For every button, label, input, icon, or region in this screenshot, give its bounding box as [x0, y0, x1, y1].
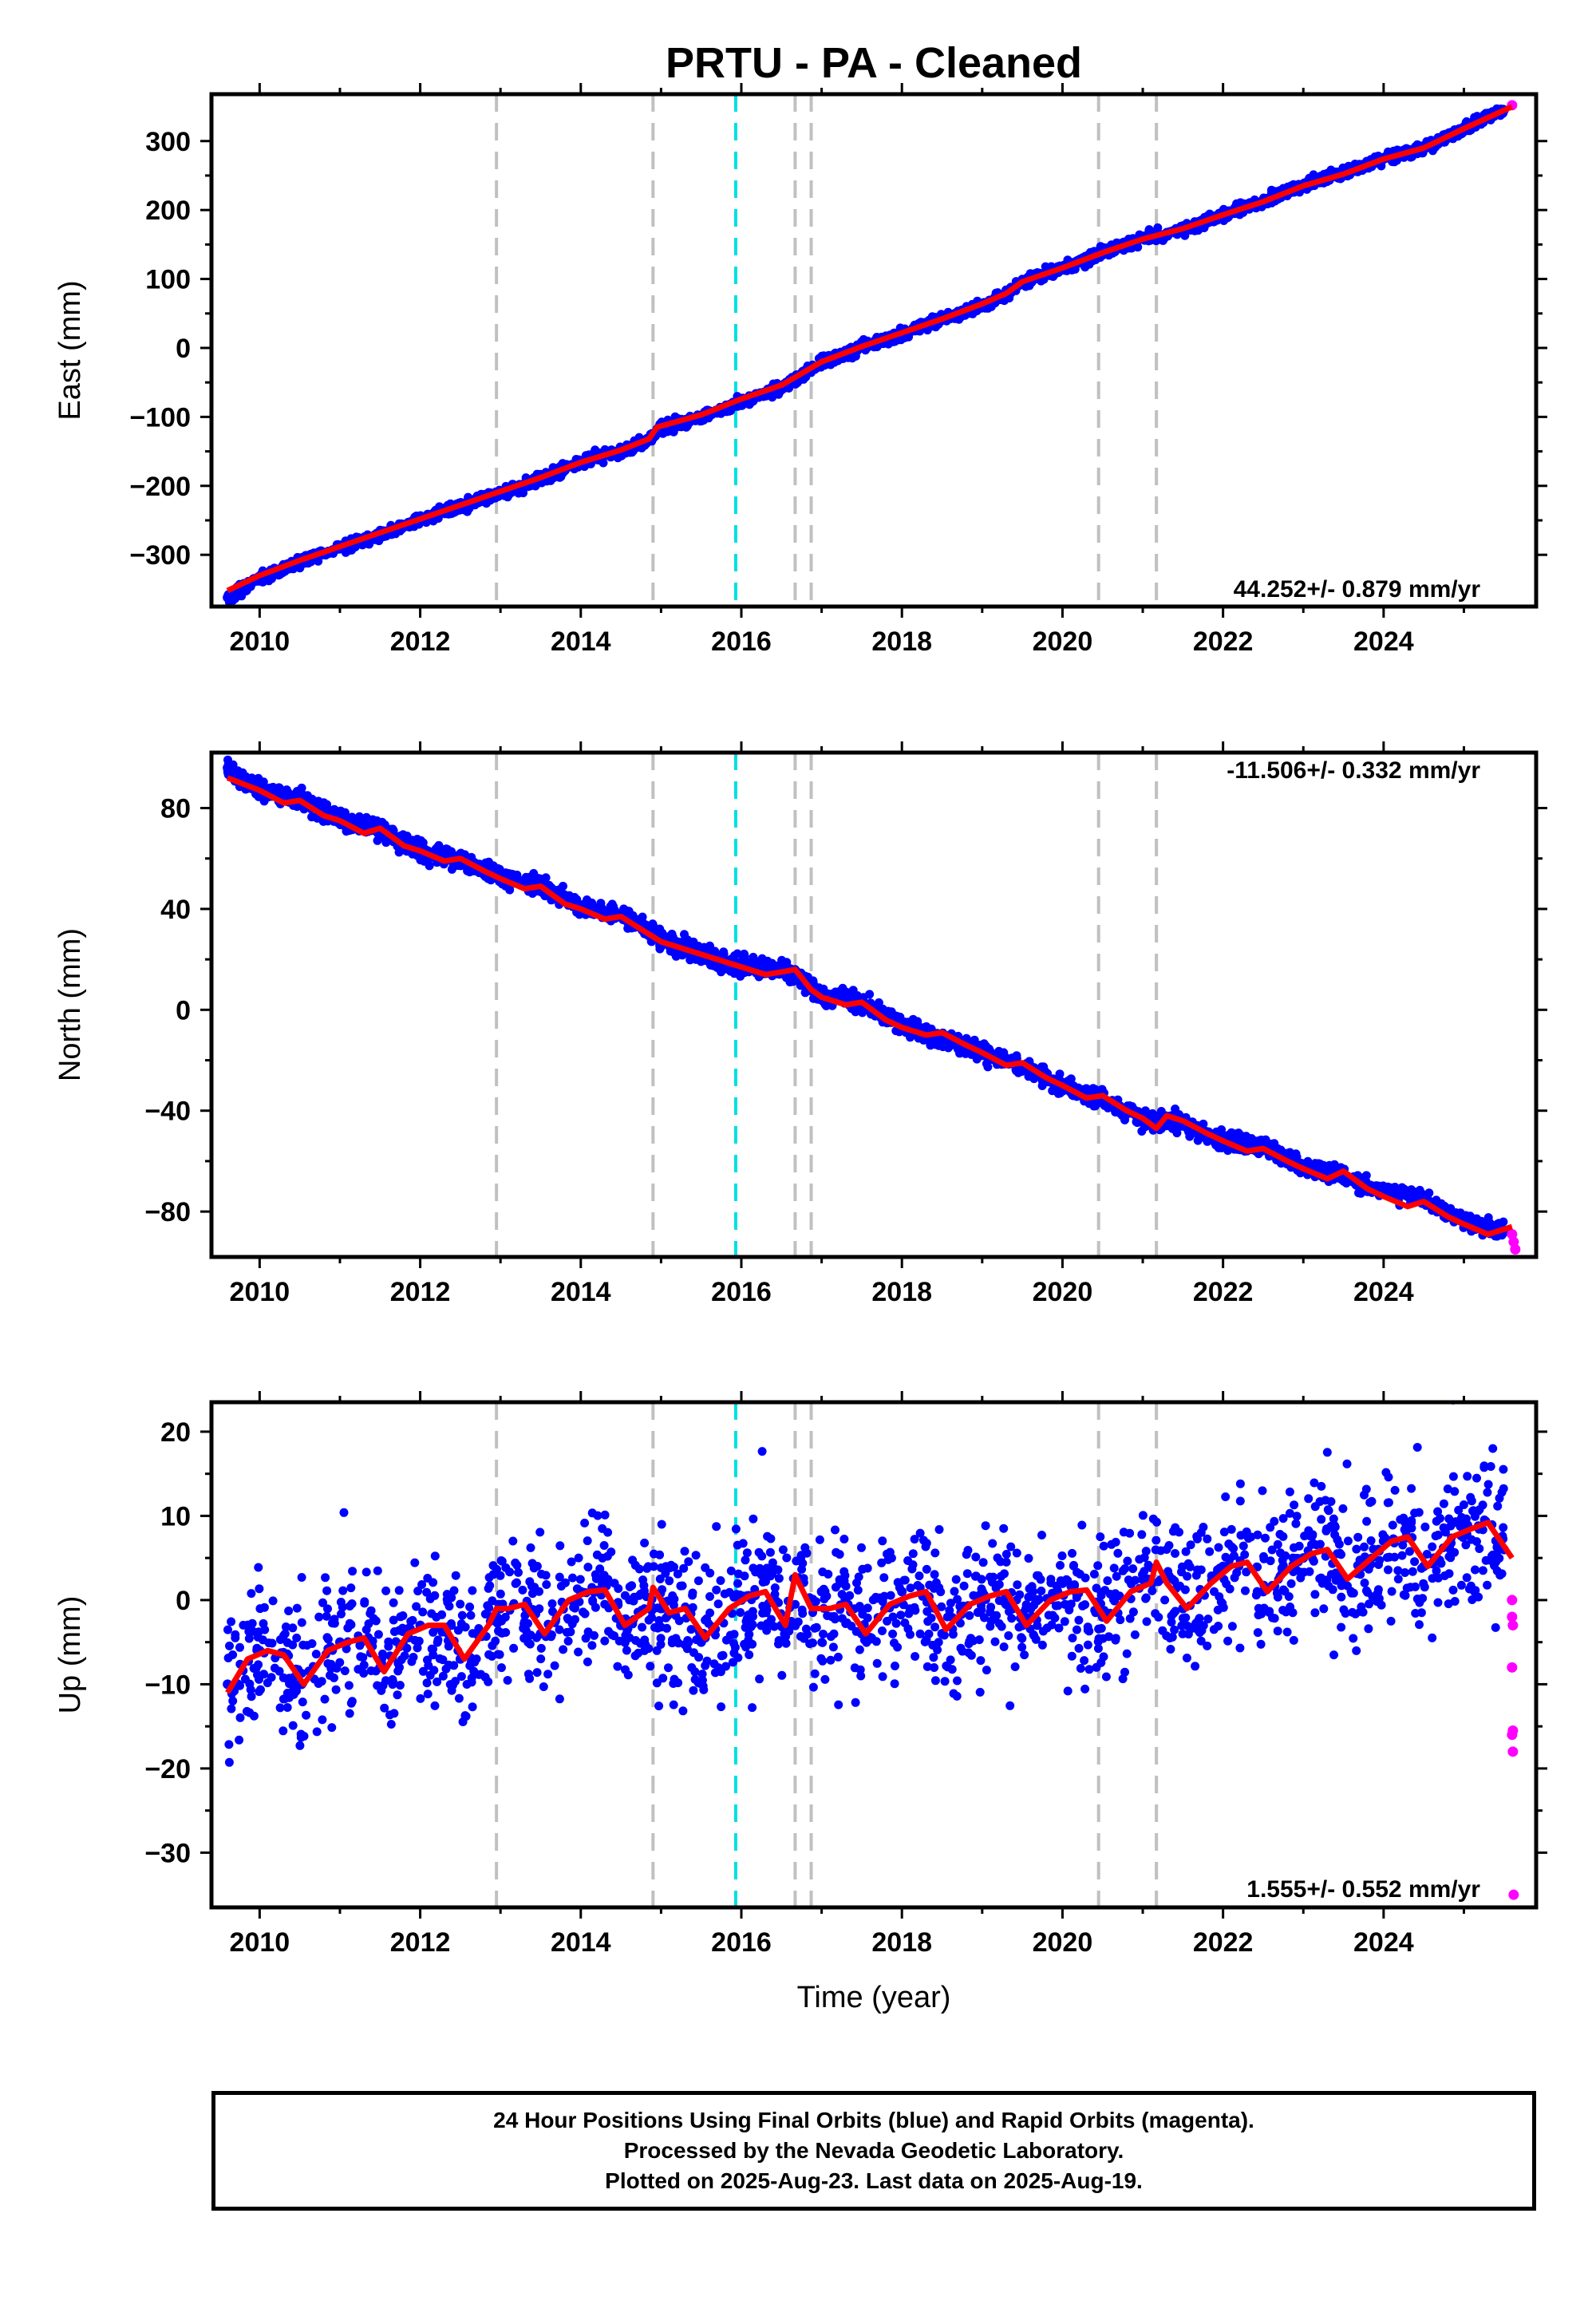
rapid-orbit-point [1507, 1729, 1518, 1741]
y-tick-label: 80 [160, 794, 191, 824]
x-axis-label: Time (year) [797, 1981, 951, 2014]
rapid-orbit-point [1507, 1595, 1518, 1606]
panel-1: 2010 2012 2014 2016 2018 2020 2022 2024 80 40 0 −40… [53, 741, 1547, 1307]
x-tick-label: 2018 [871, 1277, 932, 1307]
final-orbit-point [223, 762, 233, 773]
caption-line-1: 24 Hour Positions Using Final Orbits (bl… [493, 2108, 1254, 2132]
y-tick-label: −40 [144, 1097, 191, 1127]
x-tick-label: 2014 [551, 1277, 611, 1307]
velocity-label: -11.506+/- 0.332 mm/yr [1227, 757, 1480, 784]
plot-area [223, 753, 1521, 1257]
model-fit-line [226, 104, 1514, 594]
x-tick-label: 2016 [711, 1277, 772, 1307]
x-tick-label: 2022 [1193, 1927, 1254, 1958]
x-tick-label: 2012 [390, 1277, 451, 1307]
final-orbit-point [1057, 1578, 1068, 1588]
x-tick-label: 2020 [1033, 1927, 1093, 1958]
final-orbit-points [223, 1402, 1509, 1767]
x-tick-label: 2014 [551, 1927, 611, 1958]
final-orbit-point [1138, 1570, 1148, 1580]
model-fit-line [225, 1520, 1515, 1694]
y-tick-label: 0 [176, 995, 191, 1026]
x-tick-label: 2010 [230, 626, 290, 657]
y-tick-label: 20 [160, 1417, 191, 1448]
x-tick-label: 2018 [871, 626, 932, 657]
rapid-orbit-point [1508, 1889, 1519, 1900]
x-tick-label: 2014 [551, 626, 611, 657]
y-tick-label: −300 [129, 540, 191, 571]
caption-line-3: Plotted on 2025-Aug-23. Last data on 202… [605, 2168, 1143, 2193]
final-orbit-point [977, 1587, 987, 1597]
x-tick-label: 2024 [1353, 626, 1414, 657]
y-tick-label: 300 [145, 127, 191, 157]
x-tick-label: 2018 [871, 1927, 932, 1958]
x-tick-label: 2022 [1193, 626, 1254, 657]
y-tick-label: 0 [176, 334, 191, 364]
y-tick-label: −200 [129, 472, 191, 502]
final-orbit-cloud [223, 755, 1509, 1241]
rapid-orbit-point [1510, 1244, 1521, 1255]
chart-title: PRTU - PA - Cleaned [666, 39, 1082, 87]
panel-frame [209, 92, 1539, 609]
model-fit-line [226, 775, 1513, 1238]
panel-frame [209, 1400, 1539, 1910]
x-tick-label: 2012 [390, 1927, 451, 1958]
y-tick-label: −10 [144, 1670, 191, 1700]
panel-2: 2010 2012 2014 2016 2018 2020 2022 202420100−10… [53, 1391, 1547, 2014]
y-axis-label: Up (mm) [53, 1596, 87, 1714]
y-tick-label: 40 [160, 895, 191, 925]
final-orbit-point [816, 1587, 827, 1597]
plot-area [223, 1402, 1519, 1907]
y-tick-label: 100 [145, 265, 191, 295]
final-orbit-point [897, 1587, 907, 1597]
plot-area [223, 94, 1518, 607]
y-tick-label: 10 [160, 1501, 191, 1531]
final-orbit-point [223, 592, 233, 603]
y-axis-label: North (mm) [53, 928, 87, 1081]
x-tick-label: 2024 [1353, 1277, 1414, 1307]
x-tick-label: 2010 [230, 1927, 290, 1958]
panel-frame [209, 750, 1539, 1259]
y-axis-label: East (mm) [53, 280, 87, 420]
caption-line-2: Processed by the Nevada Geodetic Laborat… [623, 2138, 1124, 2163]
x-tick-label: 2024 [1353, 1927, 1414, 1958]
y-tick-label: 0 [176, 1586, 191, 1616]
y-tick-label: −20 [144, 1754, 191, 1784]
y-tick-label: −100 [129, 402, 191, 433]
x-tick-label: 2016 [711, 1927, 772, 1958]
velocity-label: 44.252+/- 0.879 mm/yr [1234, 576, 1481, 603]
panel-0: 2010 2012 2014 2016 2018 2020 2022 2024 300 200 10… [53, 83, 1547, 657]
y-tick-label: −80 [144, 1197, 191, 1227]
y-tick-label: −30 [144, 1838, 191, 1868]
velocity-label: 1.555+/- 0.552 mm/yr [1246, 1876, 1480, 1903]
x-tick-label: 2020 [1033, 626, 1093, 657]
x-tick-label: 2016 [711, 626, 772, 657]
processing-caption: 24 Hour Positions Using Final Orbits (bl… [211, 2091, 1536, 2211]
x-tick-label: 2012 [390, 626, 451, 657]
final-orbit-cloud [223, 1402, 1508, 1767]
x-tick-label: 2010 [230, 1277, 290, 1307]
rapid-orbit-point [1507, 1662, 1518, 1673]
y-tick-label: 200 [145, 196, 191, 226]
rapid-orbit-point [1507, 1620, 1519, 1631]
x-tick-label: 2020 [1033, 1277, 1093, 1307]
rapid-orbit-point [1507, 1611, 1518, 1622]
final-orbit-points [223, 755, 1509, 1241]
x-tick-label: 2022 [1193, 1277, 1254, 1307]
rapid-orbit-point [1507, 1746, 1519, 1757]
